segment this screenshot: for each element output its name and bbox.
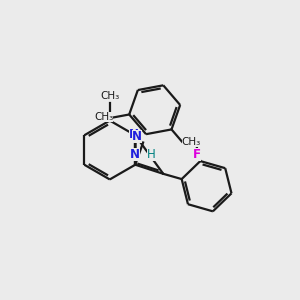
Text: N: N xyxy=(129,128,139,141)
Text: CH₃: CH₃ xyxy=(182,137,201,147)
Text: N: N xyxy=(130,148,140,161)
Text: N: N xyxy=(132,130,142,143)
Text: CH₃: CH₃ xyxy=(100,92,119,101)
Text: H: H xyxy=(147,148,155,161)
Text: F: F xyxy=(193,148,201,160)
Text: CH₃: CH₃ xyxy=(94,112,113,122)
